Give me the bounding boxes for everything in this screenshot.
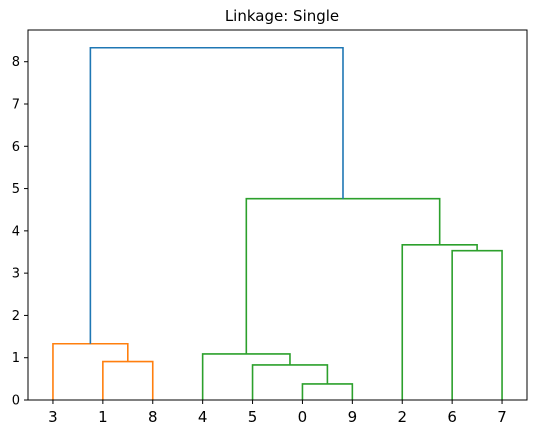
dendrogram-link-3	[102, 360, 154, 400]
leaf-label: 4	[198, 408, 208, 426]
y-tick-label: 7	[12, 98, 20, 113]
y-tick-label: 1	[12, 351, 20, 366]
dendrogram-link-4	[201, 353, 291, 400]
leaf-label: 5	[248, 408, 258, 426]
plot-frame	[27, 29, 528, 401]
leaf-label: 7	[497, 408, 507, 426]
y-tick-label: 5	[12, 182, 20, 197]
dendrogram-link-1	[301, 383, 354, 400]
leaf-label: 8	[148, 408, 158, 426]
leaf-label: 0	[298, 408, 308, 426]
chart-title: Linkage: Single	[225, 7, 339, 25]
leaf-label: 2	[397, 408, 407, 426]
dendrogram-link-9	[89, 46, 344, 344]
leaf-label: 9	[348, 408, 358, 426]
y-axis: 0 1 2 3 4 5 6 7 8	[12, 55, 28, 409]
dendrogram-link-7	[401, 244, 478, 400]
leaf-label: 1	[98, 408, 108, 426]
dendrogram-link-2	[251, 364, 329, 400]
y-tick-label: 8	[12, 55, 20, 70]
y-tick-label: 6	[12, 140, 20, 155]
y-tick-label: 2	[12, 309, 20, 324]
dendrogram-link-5	[52, 342, 129, 400]
y-tick-label: 0	[12, 394, 20, 409]
leaf-label: 6	[447, 408, 457, 426]
y-tick-label: 3	[12, 267, 20, 282]
dendrogram-links	[52, 46, 503, 400]
y-tick-label: 4	[12, 224, 20, 239]
dendrogram-link-8	[245, 197, 441, 354]
x-axis: 3 1 8 4 5 0 9 2 6 7	[48, 400, 507, 426]
dendrogram-link-6	[451, 249, 503, 400]
leaf-label: 3	[48, 408, 58, 426]
